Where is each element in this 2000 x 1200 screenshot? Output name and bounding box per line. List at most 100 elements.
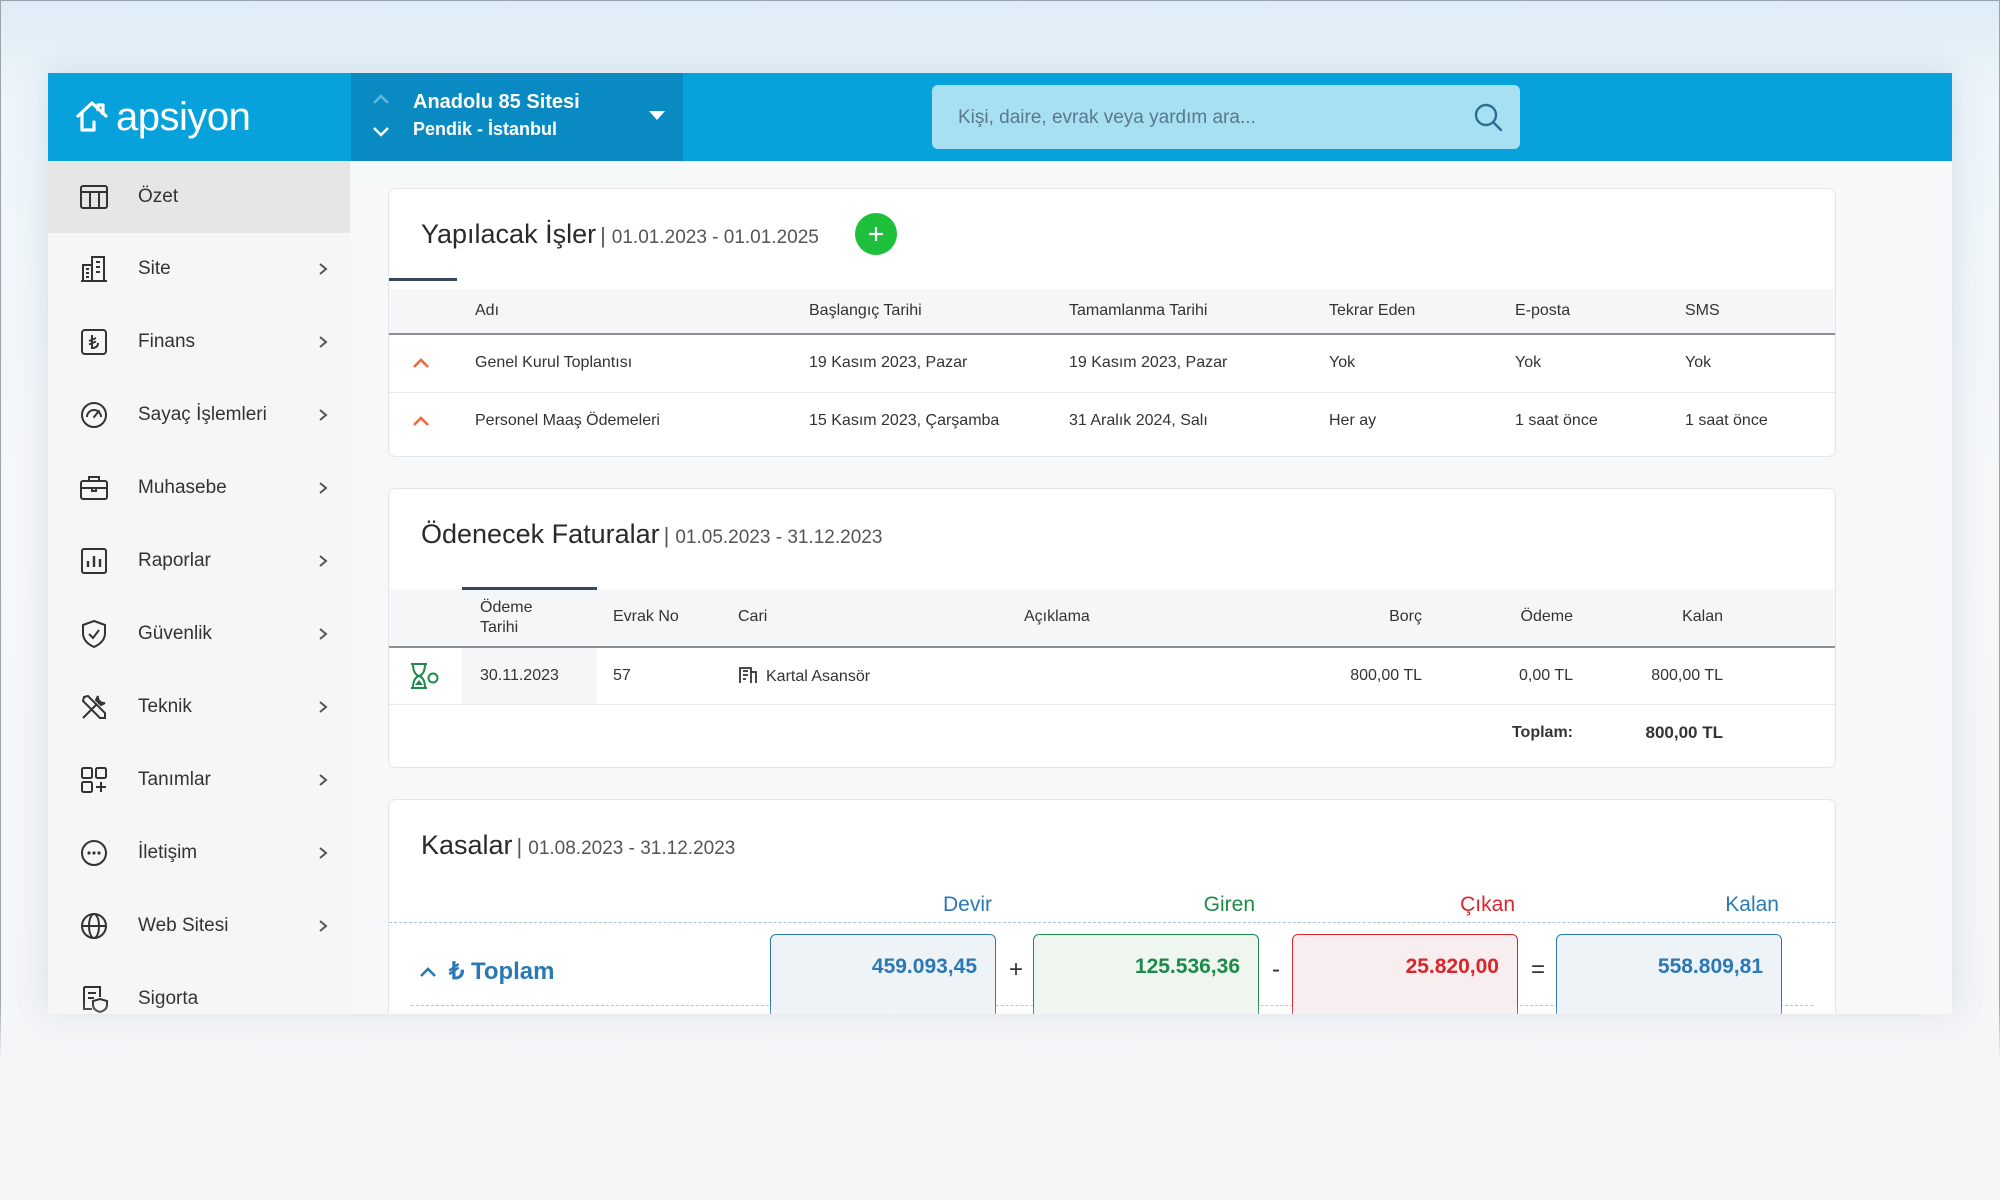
- bill-debt: 800,00 TL: [1296, 646, 1422, 705]
- sidebar-item-label: Finans: [138, 331, 196, 352]
- lira-icon: [81, 329, 107, 355]
- site-selector[interactable]: Anadolu 85 Sitesi Pendik - İstanbul: [351, 73, 683, 161]
- bills-table: Ödeme Tarihi Evrak No Cari Açıklama Borç…: [389, 587, 1835, 761]
- header-divider: [389, 922, 1835, 923]
- plus-operator: +: [1009, 956, 1024, 983]
- chevron-up-icon[interactable]: [411, 415, 431, 427]
- table-row[interactable]: 30.11.2023 57 Kartal Asansör 800,00 TL 0…: [389, 646, 1835, 705]
- chevron-up-icon[interactable]: [411, 357, 431, 369]
- todo-title-line: Yapılacak İşler | 01.01.2023 - 01.01.2025: [421, 219, 819, 250]
- chevron-right-icon: [319, 628, 328, 640]
- todo-date-range: 01.01.2023 - 01.01.2025: [611, 227, 819, 248]
- sidebar-item-teknik[interactable]: Teknik: [48, 671, 350, 743]
- task-start: 15 Kasım 2023, Çarşamba: [809, 412, 1000, 430]
- table-header-row: Adı Başlangıç Tarihi Tamamlanma Tarihi T…: [389, 289, 1835, 335]
- sidebar-item-guvenlik[interactable]: Güvenlik: [48, 598, 350, 670]
- column-header-account[interactable]: Cari: [738, 588, 1024, 648]
- column-header-debt[interactable]: Borç: [1296, 588, 1422, 648]
- caret-down-icon[interactable]: [649, 111, 665, 120]
- sidebar-item-label: Sayaç İşlemleri: [138, 404, 267, 425]
- sidebar-item-label: Raporlar: [138, 550, 211, 571]
- house-logo-icon: [76, 101, 108, 132]
- column-header-payment[interactable]: Ödeme: [1422, 588, 1573, 648]
- cash-total-row-label[interactable]: ₺ Toplam: [419, 957, 555, 986]
- cash-card: Kasalar | 01.08.2023 - 31.12.2023 Devir Gi…: [388, 799, 1836, 1014]
- bills-title-line: Ödenecek Faturalar | 01.05.2023 - 31.12.20…: [421, 519, 882, 550]
- bill-remaining: 800,00 TL: [1573, 646, 1723, 705]
- building-icon: [81, 256, 107, 282]
- header-line: Tarihi: [480, 618, 519, 636]
- kalan-box: 558.809,81: [1556, 934, 1782, 1014]
- column-tab-indicator: [389, 278, 457, 281]
- table-row[interactable]: Genel Kurul Toplantısı 19 Kasım 2023, Pa…: [389, 334, 1835, 393]
- todo-table: Adı Başlangıç Tarihi Tamamlanma Tarihi T…: [389, 289, 1835, 450]
- todo-card: Yapılacak İşler | 01.01.2023 - 01.01.2025 …: [388, 188, 1836, 457]
- sidebar-item-label: Özet: [138, 186, 179, 207]
- site-switch-arrows-icon: [373, 94, 389, 137]
- expand-cell[interactable]: [389, 334, 457, 393]
- sidebar-item-ozet[interactable]: Özet: [48, 161, 350, 233]
- sidebar-item-finans[interactable]: Finans: [48, 306, 350, 378]
- sidebar-item-web-sitesi[interactable]: Web Sitesi: [48, 890, 350, 962]
- search-icon[interactable]: [1472, 101, 1504, 133]
- devir-box: 459.093,45: [770, 934, 996, 1014]
- gauge-icon: [81, 402, 107, 428]
- column-header-expand: [389, 289, 457, 335]
- kalan-value: 558.809,81: [1657, 955, 1763, 978]
- cash-title: Kasalar: [421, 830, 513, 860]
- table-header-row: Ödeme Tarihi Evrak No Cari Açıklama Borç…: [389, 587, 1835, 648]
- sidebar-item-tanimlar[interactable]: Tanımlar: [48, 744, 350, 816]
- expand-cell[interactable]: [389, 392, 457, 450]
- chevron-right-icon: [319, 409, 328, 421]
- cash-values-row: 459.093,45 + 125.536,36 - 25.820,00 = 55…: [389, 934, 1835, 1014]
- table-row[interactable]: Personel Maaş Ödemeleri 15 Kasım 2023, Ç…: [389, 392, 1835, 450]
- logo-text: apsiyon: [116, 94, 251, 139]
- task-repeat: Yok: [1329, 334, 1515, 393]
- column-header-spacer: [1723, 588, 1835, 648]
- devir-header: Devir: [942, 893, 992, 916]
- apsiyon-logo[interactable]: apsiyon: [72, 93, 251, 141]
- sidebar-item-raporlar[interactable]: Raporlar: [48, 525, 350, 597]
- status-cell: [389, 646, 462, 705]
- sidebar-item-label: Tanımlar: [138, 769, 211, 790]
- giren-box: 125.536,36: [1033, 934, 1259, 1014]
- chevron-up-icon[interactable]: [419, 966, 437, 978]
- sidebar-item-muhasebe[interactable]: Muhasebe: [48, 452, 350, 524]
- sidebar-item-label: Muhasebe: [138, 477, 227, 498]
- column-header-name[interactable]: Adı: [457, 289, 809, 335]
- table-icon: [80, 185, 108, 209]
- task-sms: 1 saat önce: [1685, 412, 1768, 430]
- add-task-button[interactable]: [855, 213, 897, 255]
- column-header-remaining[interactable]: Kalan: [1573, 588, 1723, 648]
- bottom-fade-overlay: [0, 1000, 2000, 1200]
- column-header-end[interactable]: Tamamlanma Tarihi: [1069, 289, 1329, 335]
- sidebar-item-sayac[interactable]: Sayaç İşlemleri: [48, 379, 350, 451]
- title-separator: |: [516, 834, 523, 859]
- bill-account-cell[interactable]: Kartal Asansör: [738, 646, 1024, 705]
- shield-check-icon: [82, 619, 106, 649]
- column-header-start[interactable]: Başlangıç Tarihi: [809, 289, 1069, 335]
- minus-operator: -: [1272, 956, 1280, 983]
- bills-card: Ödenecek Faturalar | 01.05.2023 - 31.12.20…: [388, 488, 1836, 768]
- top-header: apsiyon Anadolu 85 Sitesi Pendik - İstan…: [48, 73, 1952, 161]
- sidebar-item-iletisim[interactable]: İletişim: [48, 817, 350, 889]
- chevron-right-icon: [319, 555, 328, 567]
- sidebar-item-site[interactable]: Site: [48, 233, 350, 305]
- todo-title: Yapılacak İşler: [421, 219, 597, 249]
- insurance-doc-icon: [83, 986, 108, 1014]
- cikan-value: 25.820,00: [1405, 955, 1499, 978]
- column-header-doc-no[interactable]: Evrak No: [597, 588, 738, 648]
- sidebar-item-sigorta[interactable]: Sigorta: [48, 963, 350, 1014]
- column-header-repeat[interactable]: Tekrar Eden: [1329, 289, 1515, 335]
- total-spacer: [389, 705, 1422, 761]
- chevron-right-icon: [319, 847, 328, 859]
- column-header-email[interactable]: E-posta: [1515, 289, 1685, 335]
- column-header-sms[interactable]: SMS: [1685, 289, 1835, 335]
- report-chart-icon: [81, 548, 107, 574]
- task-email: 1 saat önce: [1515, 412, 1598, 430]
- column-header-description[interactable]: Açıklama: [1024, 588, 1296, 648]
- search-input[interactable]: [956, 85, 1460, 151]
- cikan-box: 25.820,00: [1292, 934, 1518, 1014]
- column-header-payment-date[interactable]: Ödeme Tarihi: [462, 587, 597, 648]
- column-header-status: [389, 588, 462, 648]
